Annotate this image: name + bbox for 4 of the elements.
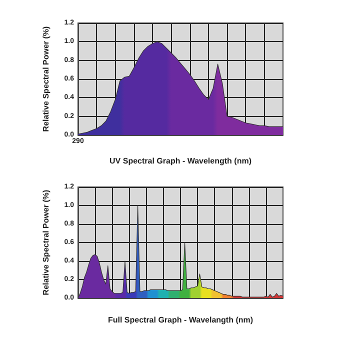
x-axis-title: UV Spectral Graph - Wavelength (nm) [110, 156, 252, 166]
x-axis-title: Full Spectral Graph - Wavelangth (nm) [108, 316, 254, 324]
y-axis-title: Relative Spectral Power (%) [42, 189, 50, 296]
y-axis-title: Relative Spectral Power (%) [42, 26, 50, 132]
